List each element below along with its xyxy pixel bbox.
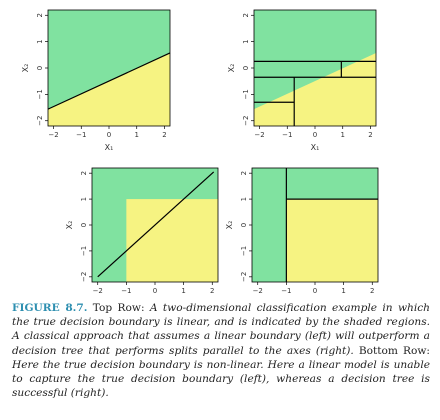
x-tick-label: −1 xyxy=(76,131,86,139)
y-tick-label: 1 xyxy=(80,197,88,201)
x-tick-label: 0 xyxy=(107,131,111,139)
y-tick-label: 2 xyxy=(240,171,248,175)
x-tick-label: 0 xyxy=(153,287,157,295)
y-tick-label: 2 xyxy=(80,171,88,175)
x-tick-label: 2 xyxy=(162,131,166,139)
x-tick-label: −2 xyxy=(254,131,264,139)
x-tick-label: 1 xyxy=(341,287,345,295)
x-tick-label: 2 xyxy=(210,287,214,295)
caption-part: Bottom Row: xyxy=(353,344,430,357)
yellow-region xyxy=(126,199,218,282)
x-tick-label: −2 xyxy=(253,287,263,295)
y-tick-label: 2 xyxy=(36,13,44,17)
y-tick-label: −2 xyxy=(36,116,44,126)
y-tick-label: 0 xyxy=(240,223,248,227)
x-tick-label: −1 xyxy=(281,287,291,295)
caption-part: A two-dimensional classification example… xyxy=(12,302,430,357)
y-tick-label: −1 xyxy=(36,89,44,99)
y-tick-label: −2 xyxy=(240,272,248,282)
y-tick-label: 0 xyxy=(242,66,250,70)
y-tick-label: −1 xyxy=(240,246,248,256)
y-tick-label: 0 xyxy=(36,66,44,70)
x-tick-label: −1 xyxy=(121,287,131,295)
y-axis-label: X₂ xyxy=(225,221,234,230)
decision-boundary-line xyxy=(47,52,171,110)
yellow-region xyxy=(254,52,376,126)
x-tick-label: 1 xyxy=(181,287,185,295)
y-tick-label: −1 xyxy=(242,89,250,99)
y-axis-label: X₂ xyxy=(21,64,30,73)
x-axis-label: X₁ xyxy=(311,299,320,300)
decision-boundary-line xyxy=(97,171,215,278)
x-tick-label: 0 xyxy=(313,287,317,295)
yellow-region xyxy=(286,199,378,282)
figure-panels: −2 −2 −1 −1 0 0 1 1 2 2 X₁ X₂ −2 −2 −1 −1 0 0 1 1 2 2 X₁ X₂ −2 −2… xyxy=(21,9,379,300)
x-axis-label: X₁ xyxy=(311,143,320,152)
x-tick-label: 1 xyxy=(340,131,344,139)
figure-8-7: −2 −2 −1 −1 0 0 1 1 2 2 X₁ X₂ −2 −2 −1 −1 0 0 1 1 2 2 X₁ X₂ −2 −2… xyxy=(21,9,379,300)
y-axis-label: X₂ xyxy=(227,64,236,73)
figure-label: FIGURE 8.7. xyxy=(12,302,88,314)
y-tick-label: 0 xyxy=(80,223,88,227)
x-tick-label: −1 xyxy=(282,131,292,139)
y-axis-label: X₂ xyxy=(65,221,74,230)
y-tick-label: −2 xyxy=(242,116,250,126)
x-tick-label: 2 xyxy=(368,131,372,139)
yellow-region xyxy=(48,52,170,126)
caption-part: Top Row: xyxy=(92,302,150,314)
figure-caption: FIGURE 8.7. Top Row: A two-dimensional c… xyxy=(12,301,430,400)
x-tick-label: 2 xyxy=(370,287,374,295)
y-tick-label: 2 xyxy=(242,13,250,17)
y-tick-label: 1 xyxy=(36,39,44,43)
x-axis-label: X₁ xyxy=(105,143,114,152)
x-tick-label: 0 xyxy=(313,131,317,139)
x-axis-label: X₁ xyxy=(151,299,160,300)
x-tick-label: −2 xyxy=(48,131,58,139)
caption-part: Here the true decision boundary is non-l… xyxy=(12,358,430,400)
y-tick-label: 1 xyxy=(242,39,250,43)
y-tick-label: −2 xyxy=(80,272,88,282)
x-tick-label: 1 xyxy=(134,131,138,139)
y-tick-label: 1 xyxy=(240,197,248,201)
x-tick-label: −2 xyxy=(93,287,103,295)
y-tick-label: −1 xyxy=(80,246,88,256)
